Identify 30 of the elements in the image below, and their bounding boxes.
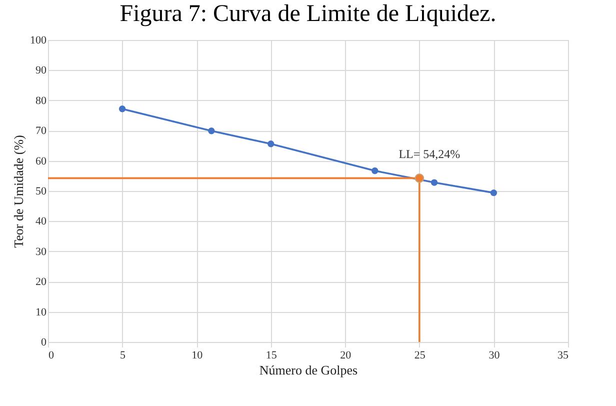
y-tick-label: 80 xyxy=(36,94,47,107)
x-tick-label: 15 xyxy=(266,350,278,362)
y-axis-title: Teor de Umidade (%) xyxy=(11,135,26,248)
chart-title: Figura 7: Curva de Limite de Liquidez. xyxy=(120,1,496,27)
x-tick-label: 35 xyxy=(558,350,569,362)
x-tick-label: 5 xyxy=(120,350,126,362)
point xyxy=(414,174,424,183)
point xyxy=(268,140,274,148)
x-tick-label: 25 xyxy=(414,350,426,362)
y-tick-label: 70 xyxy=(36,125,47,138)
y-tick-label: 10 xyxy=(36,306,47,318)
y-tick-label: 0 xyxy=(41,336,47,348)
annotation: LL= 54,24% xyxy=(398,147,460,162)
point xyxy=(490,189,498,196)
point xyxy=(430,179,438,186)
y-tick-label: 20 xyxy=(36,276,47,288)
point xyxy=(372,167,378,174)
y-tick-label: 60 xyxy=(36,155,47,168)
y-tick-label: 100 xyxy=(30,34,47,46)
x-axis-title: Número de Golpes xyxy=(259,362,358,378)
point xyxy=(118,106,126,112)
x-tick-label: 0 xyxy=(48,350,54,362)
x-tick-label: 20 xyxy=(340,350,352,362)
y-tick-label: 90 xyxy=(36,64,47,77)
y-tick-label: 30 xyxy=(36,246,47,258)
y-tick-label: 50 xyxy=(36,186,47,198)
x-tick-label: 30 xyxy=(488,350,500,362)
point xyxy=(208,128,215,134)
x-tick-label: 10 xyxy=(192,350,204,362)
y-tick-label: 40 xyxy=(36,216,47,228)
